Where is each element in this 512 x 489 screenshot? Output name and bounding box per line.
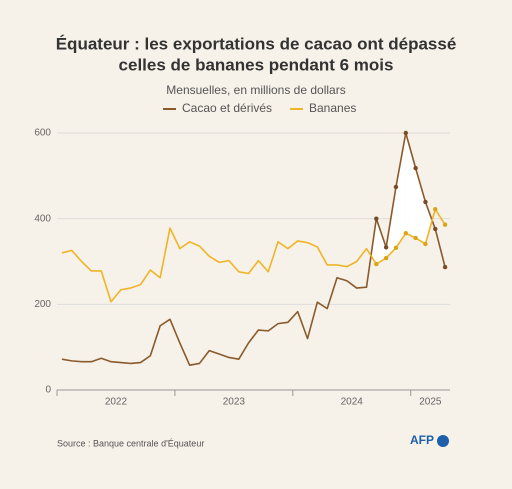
gap-area [376, 218, 387, 265]
x-tick-label: 2025 [419, 397, 442, 408]
series-dot [442, 222, 448, 227]
series-dot [393, 184, 399, 190]
series-dot [374, 261, 379, 267]
series-dot [433, 226, 438, 232]
chart-title: celles de bananes pendant 6 mois [119, 55, 394, 74]
series-dot [423, 199, 428, 205]
gap-area [415, 168, 426, 244]
legend-label: Bananes [309, 101, 356, 115]
x-tick-label: 2024 [341, 397, 364, 408]
series-dot [442, 264, 448, 270]
gap-area [405, 133, 416, 238]
series-line [61, 208, 446, 303]
y-tick-label: 0 [45, 385, 51, 396]
logo-dot [437, 435, 449, 447]
subtitle: Mensuelles, en millions de dollars [166, 83, 345, 97]
source: Source : Banque centrale d'Équateur [57, 438, 204, 448]
y-tick-label: 200 [34, 299, 51, 310]
series-dot [383, 255, 389, 261]
series-line [61, 132, 446, 366]
series-dot [423, 241, 428, 247]
series-dot [383, 245, 389, 250]
y-tick-label: 600 [34, 128, 51, 139]
x-tick-label: 2023 [223, 397, 246, 408]
x-tick-label: 2022 [105, 397, 128, 408]
series-dot [393, 245, 399, 250]
legend-label: Cacao et dérivés [182, 101, 272, 115]
y-tick-label: 400 [34, 213, 51, 224]
series-dot [413, 235, 418, 241]
logo: AFP [410, 433, 434, 447]
series-dot [433, 207, 438, 212]
series-dot [413, 165, 418, 171]
gap-area [425, 201, 433, 244]
series-dot [374, 216, 379, 221]
chart-title: Équateur : les exportations de cacao ont… [56, 34, 457, 53]
series-dot [403, 130, 408, 136]
series-dot [403, 231, 408, 236]
gap-area [395, 133, 406, 248]
